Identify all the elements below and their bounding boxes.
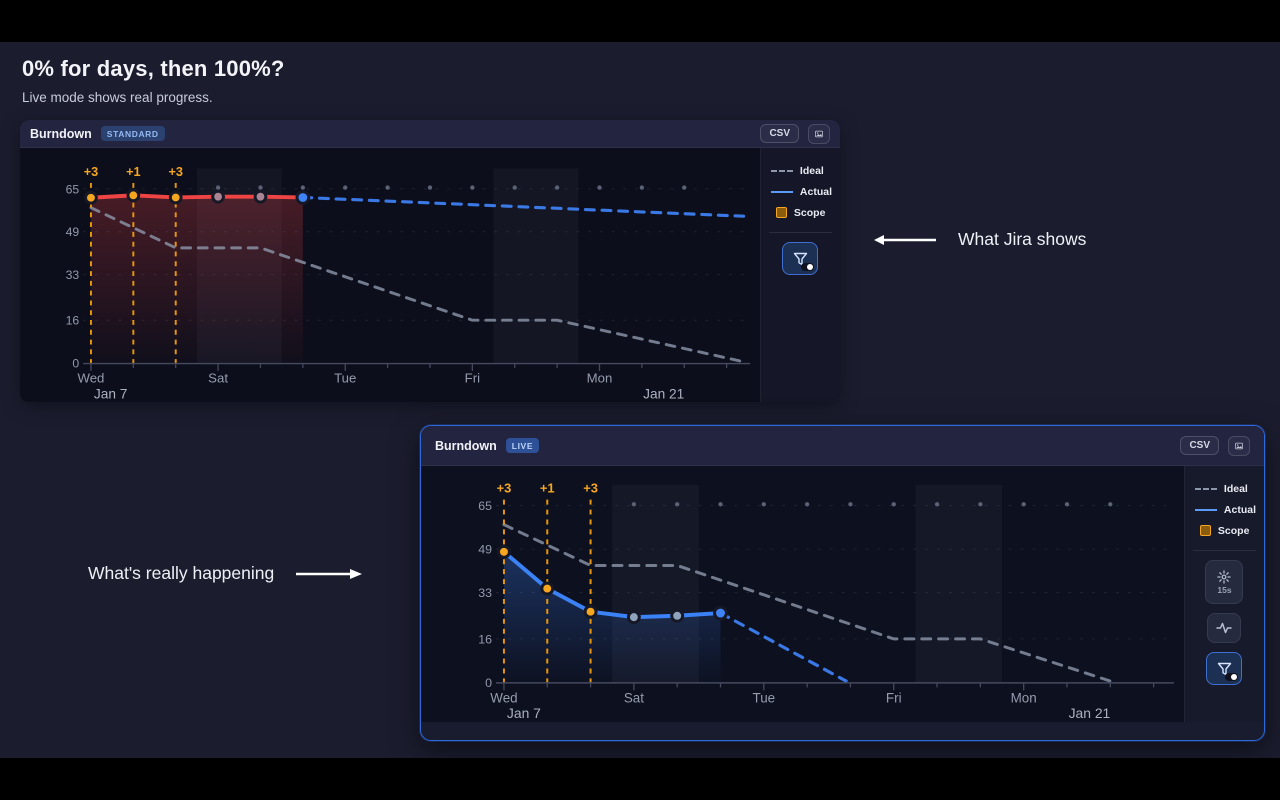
refresh-spinner-icon	[1217, 569, 1232, 584]
ideal-dash-swatch	[770, 169, 793, 172]
svg-text:65: 65	[478, 499, 492, 513]
refresh-interval-button[interactable]: 15s	[1205, 560, 1244, 604]
mode-badge-standard: STANDARD	[100, 126, 165, 141]
chart-legend-sidebar: Ideal Actual Scope 15s	[1183, 466, 1264, 722]
svg-text:Wed: Wed	[77, 371, 104, 386]
csv-export-button[interactable]: CSV	[1180, 436, 1219, 455]
legend-item-scope: Scope	[761, 202, 840, 223]
burndown-panel-live: Burndown LIVE CSV +3 +1 +3 0 16 33 49 65 Wed Sat T…	[420, 425, 1265, 741]
annotation-really: What's really happening	[88, 563, 364, 584]
annotation-jira: What Jira shows	[872, 229, 1086, 250]
image-export-button[interactable]	[808, 123, 830, 144]
filter-toggle-button[interactable]	[1206, 652, 1243, 685]
svg-text:Sat: Sat	[208, 371, 228, 386]
svg-text:Fri: Fri	[465, 371, 480, 386]
svg-text:+1: +1	[540, 481, 555, 496]
panel-header: Burndown LIVE CSV	[421, 426, 1264, 466]
svg-text:+3: +3	[168, 164, 183, 179]
annotation-really-label: What's really happening	[88, 563, 275, 583]
svg-text:Jan 21: Jan 21	[643, 386, 684, 401]
svg-text:Wed: Wed	[490, 690, 517, 705]
svg-text:16: 16	[478, 632, 492, 646]
pulse-icon	[1216, 622, 1233, 634]
svg-text:33: 33	[478, 586, 492, 600]
svg-text:Fri: Fri	[886, 690, 902, 705]
actual-line-swatch	[770, 190, 793, 193]
letterbox-top	[0, 0, 1280, 42]
svg-text:16: 16	[66, 314, 80, 328]
letterbox-bottom	[0, 758, 1280, 800]
svg-text:Jan 7: Jan 7	[507, 705, 541, 721]
svg-text:49: 49	[478, 543, 492, 557]
activity-button[interactable]	[1207, 613, 1242, 643]
legend-item-ideal: Ideal	[761, 160, 840, 181]
mode-badge-live: LIVE	[505, 438, 540, 453]
actual-line-swatch	[1194, 508, 1217, 511]
scope-square-swatch	[1199, 525, 1211, 536]
burndown-chart-live: +3 +1 +3 0 16 33 49 65 Wed Sat Tue Fri Mon Jan 7 Jan 2…	[421, 466, 1184, 722]
refresh-interval-label: 15s	[1217, 584, 1232, 595]
filter-toggle-indicator	[801, 263, 815, 271]
svg-text:33: 33	[66, 268, 80, 282]
scope-square-swatch	[775, 207, 787, 218]
svg-text:65: 65	[66, 182, 80, 196]
panel-body: +3 +1 +3 0 16 33 49 65 Wed Sat Tue Fri Mon Jan 7 Jan 2…	[20, 148, 840, 402]
chart-legend-sidebar: Ideal Actual Scope	[759, 148, 840, 402]
legend-item-scope: Scope	[1185, 520, 1264, 541]
panel-header: Burndown STANDARD CSV	[20, 120, 840, 148]
page-subtitle: Live mode shows real progress.	[22, 90, 213, 105]
page-background: 0% for days, then 100%? Live mode shows …	[0, 42, 1280, 758]
arrow-left-icon	[874, 234, 936, 245]
svg-text:Tue: Tue	[753, 690, 776, 705]
ideal-dash-swatch	[1194, 487, 1217, 490]
svg-text:+1: +1	[126, 164, 141, 179]
svg-text:+3: +3	[583, 481, 598, 496]
legend-item-actual: Actual	[1185, 499, 1264, 520]
svg-text:+3: +3	[84, 164, 99, 179]
legend-ideal-label: Ideal	[1223, 482, 1248, 495]
image-export-icon	[1235, 442, 1243, 449]
svg-text:Sat: Sat	[624, 690, 644, 705]
legend-item-ideal: Ideal	[1185, 478, 1264, 499]
legend-ideal-label: Ideal	[799, 164, 824, 177]
svg-text:Mon: Mon	[1011, 690, 1037, 705]
legend-item-actual: Actual	[761, 181, 840, 202]
svg-text:49: 49	[66, 225, 80, 239]
legend-actual-label: Actual	[1223, 503, 1256, 516]
legend-divider	[1192, 550, 1256, 551]
legend-divider	[768, 232, 832, 233]
csv-export-button[interactable]: CSV	[760, 124, 799, 143]
svg-text:Jan 21: Jan 21	[1069, 705, 1111, 721]
filter-toggle-button[interactable]	[782, 242, 819, 275]
svg-text:0: 0	[485, 676, 492, 690]
svg-text:Tue: Tue	[334, 371, 356, 386]
filter-toggle-indicator	[1225, 673, 1239, 681]
panel-body: +3 +1 +3 0 16 33 49 65 Wed Sat Tue Fri Mon Jan 7 Jan 2…	[421, 466, 1264, 722]
legend-scope-label: Scope	[1217, 524, 1250, 537]
image-export-button[interactable]	[1228, 435, 1250, 456]
svg-text:Mon: Mon	[587, 371, 613, 386]
panel-title: Burndown	[30, 126, 92, 141]
burndown-panel-standard: Burndown STANDARD CSV +3 +1 +3 0 16 33 49 65 Wed…	[20, 120, 840, 402]
legend-scope-label: Scope	[793, 206, 826, 219]
svg-text:+3: +3	[497, 481, 512, 496]
legend-actual-label: Actual	[799, 185, 832, 198]
annotation-jira-label: What Jira shows	[958, 229, 1087, 249]
burndown-chart-standard: +3 +1 +3 0 16 33 49 65 Wed Sat Tue Fri Mon Jan 7 Jan 2…	[20, 148, 760, 402]
page-title: 0% for days, then 100%?	[22, 56, 285, 81]
svg-text:Jan 7: Jan 7	[94, 386, 127, 401]
arrow-right-icon	[296, 568, 363, 579]
image-export-icon	[815, 130, 823, 137]
svg-text:0: 0	[72, 356, 79, 370]
panel-title: Burndown	[435, 438, 497, 453]
